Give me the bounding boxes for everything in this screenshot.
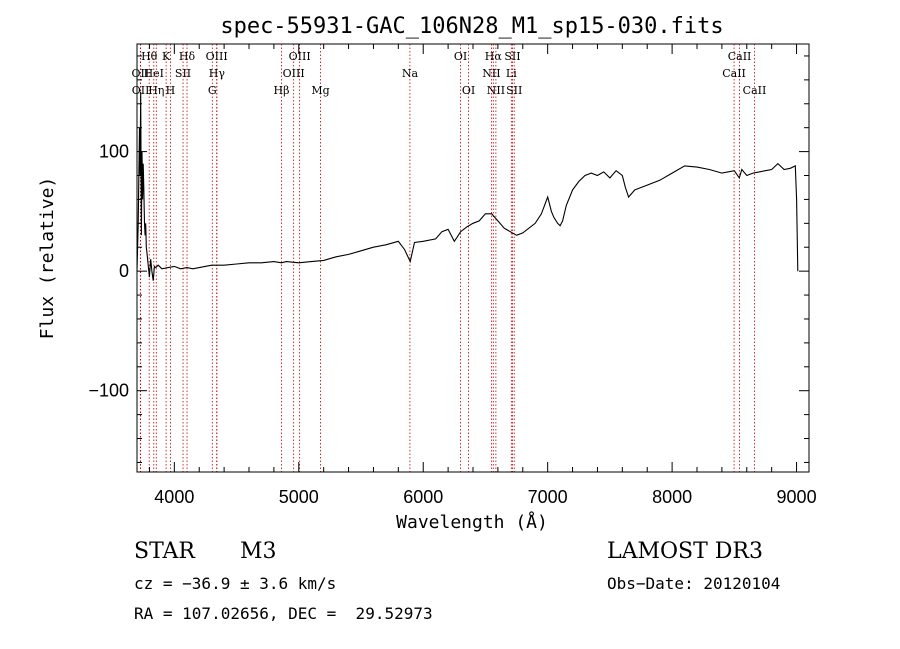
flux-series-line (136, 91, 799, 281)
spectral-line-label: H (166, 84, 176, 97)
survey-name: LAMOST DR3 (607, 539, 763, 564)
spectral-line-label: Hγ (209, 67, 226, 80)
spectral-line-label: Hβ (274, 84, 290, 97)
spectral-line-label: CaII (728, 50, 752, 63)
spectral-line-label: OI (462, 84, 475, 97)
x-tick-label: 7000 (528, 487, 568, 507)
spectral-line-label: SII (504, 50, 520, 63)
spectral-line-label: Hθ (141, 50, 158, 63)
x-tick-label: 9000 (777, 487, 817, 507)
observation-date: Obs−Date: 20120104 (607, 574, 781, 593)
chart-title: spec-55931-GAC_106N28_M1_sp15-030.fits (220, 14, 723, 39)
spectral-line-label: SII (506, 84, 522, 97)
y-axis: −100 0 100 (88, 55, 809, 463)
spectral-line-label: NII (482, 67, 500, 80)
spectral-line-markers (139, 44, 755, 472)
redshift-velocity: cz = −36.9 ± 3.6 km/s (134, 574, 337, 593)
spectral-line-labels: OII OII Hθ HeI Hη K H SII Hδ G OIII Hγ Hβ OIII OIII Mg N… (132, 50, 767, 97)
y-tick-label: 0 (119, 261, 129, 281)
spectral-line-label: SII (175, 67, 191, 80)
x-tick-label: 6000 (403, 487, 443, 507)
spectral-line-label: Hη (148, 84, 164, 97)
x-tick-label: 8000 (652, 487, 692, 507)
x-axis-label: Wavelength (Å) (396, 511, 548, 533)
object-subclass: M3 (240, 539, 277, 564)
x-tick-label: 4000 (154, 487, 194, 507)
coordinates: RA = 107.02656, DEC = 29.52973 (134, 604, 433, 623)
spectral-line-label: OI (454, 50, 467, 63)
spectral-line-label: OII (132, 67, 150, 80)
spectral-line-label: Mg (311, 84, 329, 97)
spectral-line-label: K (162, 50, 171, 63)
spectral-line-label: HeI (144, 67, 164, 80)
y-tick-label: −100 (88, 381, 129, 401)
spectral-line-label: Hα (485, 50, 503, 63)
spectral-line-label: OIII (289, 50, 311, 63)
spectral-line-label: OIII (206, 50, 228, 63)
object-class: STAR (134, 539, 195, 564)
spectral-line-label: Li (506, 67, 517, 80)
x-axis: 4000 5000 6000 7000 8000 9000 (148, 44, 817, 507)
spectral-line-label: Na (402, 67, 419, 80)
spectral-line-label: NII (487, 84, 505, 97)
spectral-line-label: CaII (743, 84, 767, 97)
spectral-line-label: Hδ (179, 50, 196, 63)
x-tick-label: 5000 (279, 487, 319, 507)
spectral-line-label: G (208, 84, 217, 97)
spectral-line-label: OII (132, 84, 150, 97)
plot-frame (136, 43, 810, 473)
y-tick-label: 100 (99, 142, 129, 162)
spectral-line-label: CaII (722, 67, 746, 80)
y-axis-label: Flux (relative) (37, 177, 58, 340)
spectral-line-label: OIII (283, 67, 305, 80)
